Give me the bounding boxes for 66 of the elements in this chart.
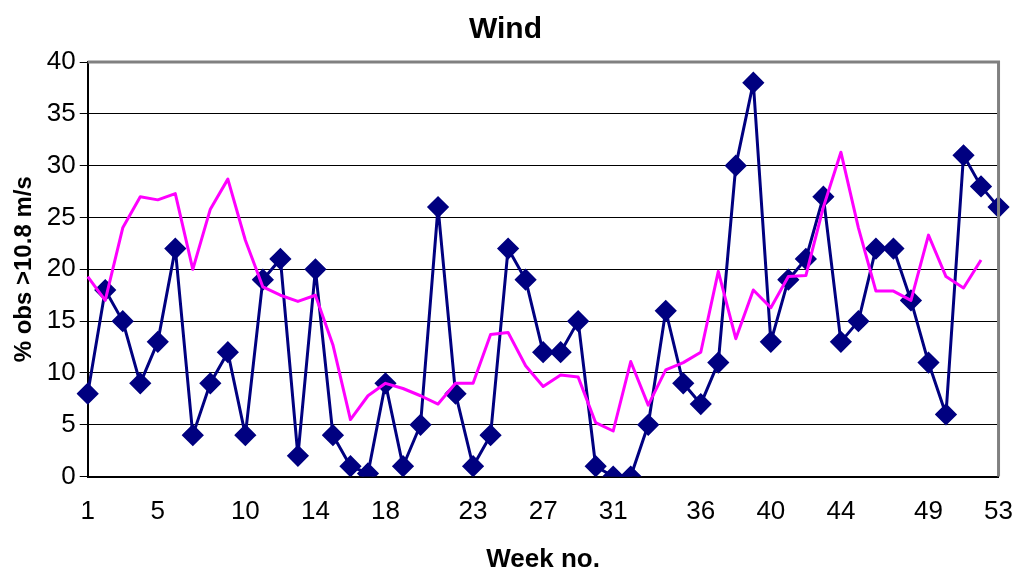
y-tick-label: 25: [46, 200, 76, 231]
point: [269, 248, 291, 270]
point: [164, 238, 186, 260]
point: [410, 414, 432, 436]
point: [147, 331, 169, 353]
x-tick-label: 36: [686, 495, 716, 526]
point: [462, 455, 484, 477]
point: [882, 238, 904, 260]
point: [847, 310, 869, 332]
point: [532, 341, 554, 363]
y-axis-title: % obs >10.8 m/s: [9, 176, 37, 363]
x-tick-label: 5: [150, 495, 166, 526]
y-tick-label: 5: [61, 407, 76, 438]
point: [217, 341, 239, 363]
x-tick-label: 31: [598, 495, 628, 526]
y-tick-label: 40: [46, 45, 76, 76]
x-tick-label: 49: [914, 495, 943, 526]
point: [917, 352, 939, 374]
point: [199, 372, 221, 394]
y-tick-label: 30: [46, 148, 76, 179]
point: [672, 372, 694, 394]
y-tick-label: 15: [46, 304, 76, 335]
point: [182, 424, 204, 446]
x-tick-label: 27: [528, 495, 558, 526]
point: [77, 383, 99, 405]
x-tick-label: 53: [984, 495, 1013, 526]
point: [567, 310, 589, 332]
x-axis-title: Week no.: [486, 542, 600, 573]
point: [112, 310, 134, 332]
point: [322, 424, 344, 446]
x-tick-label: 44: [826, 495, 856, 526]
y-tick-label: 35: [46, 97, 76, 127]
point: [497, 238, 519, 260]
y-tick-label: 0: [61, 459, 76, 490]
point: [480, 424, 502, 446]
chart-title: Wind: [468, 11, 543, 45]
x-tick-label: 40: [756, 495, 786, 526]
point: [234, 424, 256, 446]
point: [707, 352, 729, 374]
point: [725, 155, 747, 177]
point: [865, 238, 887, 260]
point: [287, 445, 309, 467]
x-tick-label: 10: [230, 495, 260, 526]
point: [970, 175, 992, 197]
point: [392, 455, 414, 477]
point: [585, 455, 607, 477]
point: [760, 331, 782, 353]
point: [427, 196, 449, 218]
point: [550, 341, 572, 363]
x-tick-label: 1: [80, 495, 95, 526]
x-tick-label: 23: [458, 495, 488, 526]
point: [690, 393, 712, 415]
x-tick-label: 14: [300, 495, 330, 526]
point: [830, 331, 852, 353]
point: [935, 403, 957, 425]
y-tick-label: 10: [46, 356, 76, 387]
point: [637, 414, 659, 436]
x-tick-label: 18: [371, 495, 400, 526]
point: [742, 72, 764, 94]
point: [953, 144, 975, 166]
y-tick-label: 20: [46, 252, 76, 283]
point: [129, 372, 151, 394]
point: [304, 258, 326, 280]
point: [339, 455, 361, 477]
point: [655, 300, 677, 322]
point: [515, 269, 537, 291]
